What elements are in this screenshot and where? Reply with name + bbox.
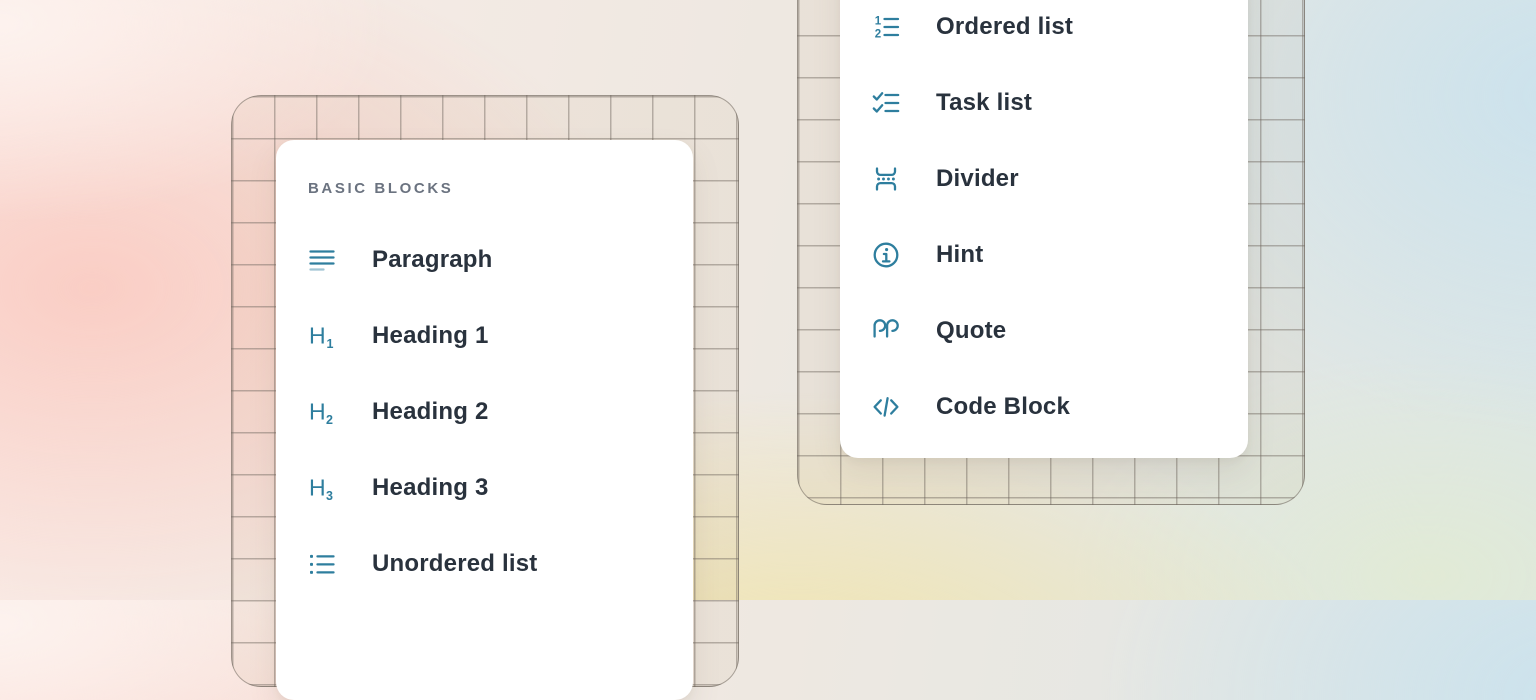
menu-item-label: Unordered list — [372, 550, 538, 577]
quote-icon — [872, 317, 900, 345]
menu-item-ordered-list[interactable]: 1 2 Ordered list — [840, 0, 1248, 65]
section-header-basic-blocks: BASIC BLOCKS — [308, 180, 454, 197]
menu-item-label: Task list — [936, 89, 1033, 116]
menu-item-heading-1[interactable]: H 1 Heading 1 — [276, 298, 693, 374]
menu-item-label: Heading 2 — [372, 398, 489, 425]
heading-3-icon: H 3 — [308, 474, 336, 503]
code-block-icon — [872, 393, 900, 421]
menu-item-label: Divider — [936, 165, 1019, 192]
svg-text:H: H — [309, 399, 326, 425]
menu-item-label: Quote — [936, 317, 1007, 344]
svg-text:2: 2 — [326, 413, 333, 426]
menu-item-divider[interactable]: Divider — [840, 141, 1248, 217]
heading-1-icon: H 1 — [308, 322, 336, 351]
menu-item-label: Code Block — [936, 393, 1071, 420]
menu-item-unordered-list[interactable]: Unordered list — [276, 526, 693, 602]
unordered-list-icon — [308, 550, 336, 578]
divider-icon — [872, 165, 900, 193]
svg-text:H: H — [309, 475, 326, 501]
menu-item-quote[interactable]: Quote — [840, 293, 1248, 369]
heading-2-icon: H 2 — [308, 398, 336, 427]
svg-text:H: H — [309, 323, 326, 349]
menu-item-label: Hint — [936, 241, 984, 268]
menu-item-task-list[interactable]: Task list — [840, 65, 1248, 141]
ordered-list-icon: 1 2 — [872, 13, 900, 41]
hint-icon — [872, 241, 900, 269]
svg-text:1: 1 — [327, 337, 334, 350]
task-list-icon — [872, 89, 900, 117]
svg-text:3: 3 — [326, 489, 333, 502]
basic-blocks-list: Paragraph H 1 Heading 1 H 2 Heading 2 — [276, 222, 693, 602]
menu-item-label: Heading 3 — [372, 474, 489, 501]
blocks-menu-card-continued: 1 2 Ordered list Task list — [840, 0, 1248, 458]
menu-item-hint[interactable]: Hint — [840, 217, 1248, 293]
menu-item-label: Ordered list — [936, 13, 1074, 40]
basic-blocks-menu-card: BASIC BLOCKS Paragraph H 1 Heading 1 — [276, 140, 693, 700]
svg-text:1: 1 — [875, 16, 882, 28]
menu-item-code-block[interactable]: Code Block — [840, 369, 1248, 445]
menu-item-heading-2[interactable]: H 2 Heading 2 — [276, 374, 693, 450]
paragraph-icon — [308, 246, 336, 274]
menu-item-paragraph[interactable]: Paragraph — [276, 222, 693, 298]
menu-item-label: Heading 1 — [372, 322, 489, 349]
menu-item-label: Paragraph — [372, 246, 493, 273]
menu-item-heading-3[interactable]: H 3 Heading 3 — [276, 450, 693, 526]
blocks-list-continued: 1 2 Ordered list Task list — [840, 0, 1248, 445]
svg-text:2: 2 — [875, 29, 881, 41]
